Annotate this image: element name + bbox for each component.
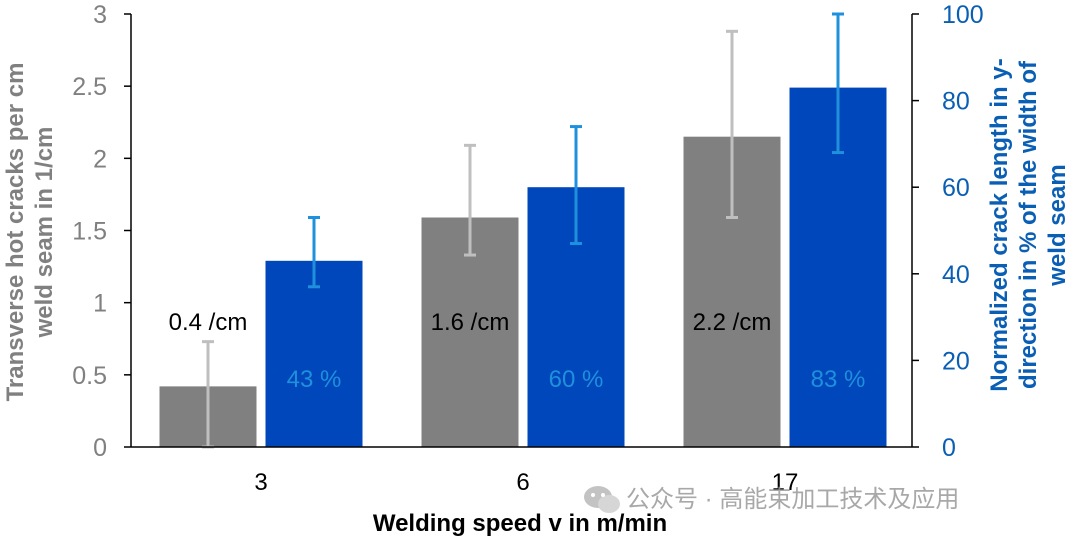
y-tick-label-right: 20	[942, 347, 970, 375]
watermark-text: 公众号 · 高能束加工技术及应用	[626, 486, 959, 513]
y-tick-label-left: 1	[93, 290, 107, 318]
data-label-normalized-crack-length: 43 %	[287, 366, 342, 393]
watermark: 公众号 · 高能束加工技术及应用	[584, 486, 959, 513]
y-axis-title-left: Transverse hot cracks per cmweld seam in…	[2, 63, 58, 402]
data-label-normalized-crack-length: 60 %	[549, 366, 604, 393]
y-tick-label-left: 2.5	[72, 73, 107, 101]
y-tick-label-right: 40	[942, 261, 970, 289]
y-tick-label-right: 60	[942, 174, 970, 202]
x-tick-label: 3	[254, 469, 267, 496]
y-tick-label-left: 1.5	[72, 218, 107, 246]
plot-area: 0.4 /cm 43 % 1.6 /cm 60 % 2.2 /cm 83 %	[159, 12, 887, 449]
data-label-cracks-per-cm: 1.6 /cm	[431, 309, 510, 336]
x-axis-title: Welding speed v in m/min	[373, 510, 667, 537]
y-tick-label-left: 2	[93, 145, 107, 173]
y-tick-label-right: 100	[942, 1, 984, 29]
y-tick-label-left: 0	[93, 434, 107, 462]
y-axis-title-right: Normalized crack length in y-direction i…	[986, 58, 1071, 391]
x-tick-label: 6	[516, 469, 529, 496]
y-tick-label-left: 3	[93, 1, 107, 29]
y-tick-label-right: 0	[942, 434, 956, 462]
x-tick-label: 17	[772, 469, 799, 496]
data-label-cracks-per-cm: 2.2 /cm	[693, 309, 772, 336]
y-tick-label-left: 0.5	[72, 362, 107, 390]
data-label-normalized-crack-length: 83 %	[811, 366, 866, 393]
wechat-icon	[584, 486, 620, 513]
y-tick-label-right: 80	[942, 88, 970, 116]
bar-normalized-crack-length	[265, 260, 363, 447]
data-label-cracks-per-cm: 0.4 /cm	[169, 309, 248, 336]
